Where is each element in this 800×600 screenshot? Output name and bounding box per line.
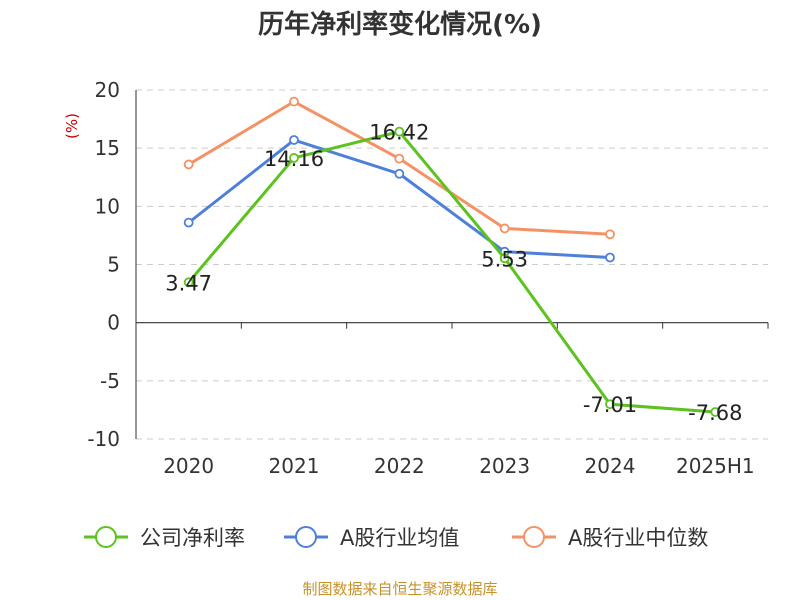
legend-label: A股行业中位数: [568, 526, 708, 550]
data-point: [499, 223, 510, 234]
y-tick-label: 15: [95, 136, 120, 160]
data-label: -7.01: [583, 393, 637, 417]
x-tick-label: 2022: [374, 454, 425, 478]
legend-marker: [523, 526, 545, 548]
data-point: [289, 135, 299, 145]
data-label: 3.47: [165, 271, 212, 295]
y-tick-label: -10: [87, 427, 120, 451]
x-tick-label: 2024: [585, 454, 636, 478]
legend-marker: [295, 526, 317, 548]
x-tick-label: 2023: [479, 454, 530, 478]
y-tick-label: 20: [95, 78, 120, 102]
y-axis-label: (%): [63, 113, 81, 139]
y-tick-label: 10: [95, 194, 120, 218]
source-note: 制图数据来自恒生聚源数据库: [302, 580, 498, 598]
data-point: [183, 217, 194, 228]
x-tick-label: 2020: [163, 454, 214, 478]
data-point: [394, 168, 405, 179]
legend-marker: [95, 526, 117, 548]
data-point: [710, 407, 721, 417]
legend-label: A股行业均值: [340, 526, 459, 550]
data-point: [183, 277, 194, 288]
data-label: 16.42: [369, 121, 429, 145]
data-point: [183, 159, 194, 170]
data-point: [499, 253, 510, 264]
data-point: [289, 96, 299, 107]
data-point: [605, 399, 615, 410]
y-tick-label: 5: [107, 253, 120, 277]
data-point: [394, 126, 405, 137]
legend-label: 公司净利率: [140, 526, 245, 550]
y-tick-label: -5: [100, 369, 120, 393]
data-point: [605, 252, 615, 263]
data-label: -7.68: [688, 401, 742, 425]
data-point: [394, 153, 405, 164]
x-tick-label: 2021: [269, 454, 320, 478]
data-label: 5.53: [481, 247, 528, 271]
chart-title: 历年净利率变化情况(%): [258, 10, 542, 40]
data-point: [289, 153, 299, 163]
y-tick-label: 0: [107, 311, 120, 335]
series-line: [187, 130, 716, 414]
x-tick-label: 2025H1: [676, 454, 755, 478]
data-point: [605, 229, 615, 240]
data-label: 14.16: [264, 147, 324, 171]
